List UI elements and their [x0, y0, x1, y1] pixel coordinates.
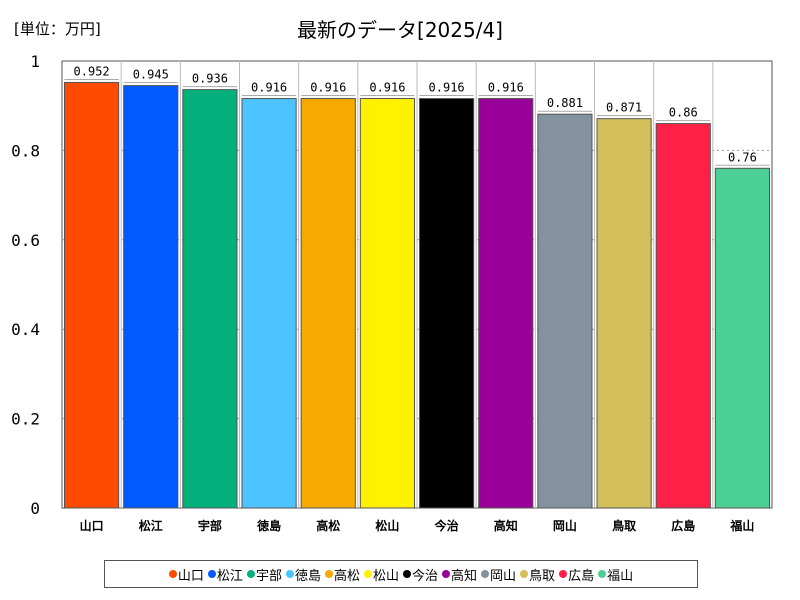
legend-swatch	[363, 570, 372, 578]
data-label: 0.916	[251, 81, 287, 95]
data-label: 0.86	[669, 106, 698, 120]
y-tick-label: 0.8	[11, 141, 40, 160]
unit-label: [単位：万円]	[14, 20, 101, 38]
legend-label: 福山	[607, 568, 634, 584]
legend-item: 岡山	[481, 565, 516, 584]
legend-item: 鳥取	[520, 565, 555, 584]
data-label: 0.881	[547, 96, 583, 110]
bars	[64, 81, 770, 509]
legend-item: 広島	[559, 565, 594, 584]
legend-swatch	[285, 570, 294, 578]
data-label: 0.952	[74, 64, 110, 78]
legend-item: 松山	[363, 565, 399, 584]
legend-swatch	[481, 570, 490, 578]
bar	[714, 167, 770, 509]
legend-swatch	[598, 570, 607, 578]
bar	[182, 89, 238, 509]
legend-item: 今治	[403, 565, 438, 584]
bar	[359, 98, 416, 509]
bar	[419, 98, 475, 509]
legend-item: 高知	[442, 565, 477, 584]
y-axis-ticks: 0 0.2 0.4 0.6 0.8 1	[11, 52, 40, 518]
legend-item: 高松	[324, 565, 360, 584]
legend-item: 福山	[598, 565, 633, 584]
bar	[655, 123, 711, 509]
legend-label: 鳥取	[529, 568, 556, 584]
bar	[596, 118, 652, 509]
x-tick-label: 松江	[139, 518, 163, 533]
value-labels: 0.952 0.945 0.936 0.916 0.916 0.916 0.916 0.916…	[64, 64, 770, 166]
legend-swatch	[520, 570, 529, 578]
data-label: 0.916	[310, 81, 346, 95]
legend-label: 徳島	[294, 568, 321, 584]
y-tick-label: 0.4	[11, 320, 40, 339]
x-tick-label: 鳥取	[612, 518, 636, 533]
grid-lines	[62, 61, 772, 508]
data-label: 0.916	[488, 81, 524, 95]
x-tick-label: 福山	[729, 518, 754, 533]
bar	[537, 113, 593, 509]
legend-label: 今治	[412, 568, 439, 584]
legend-swatch	[324, 570, 333, 578]
y-tick-label: 0	[30, 499, 40, 518]
legend-item: 宇部	[246, 565, 282, 584]
data-label: 0.871	[606, 101, 642, 115]
legend-swatch	[246, 570, 255, 578]
y-tick-label: 0.2	[11, 410, 40, 429]
legend-swatch	[207, 570, 216, 578]
x-tick-label: 山口	[80, 518, 104, 533]
legend-item: 山口	[168, 565, 204, 584]
legend-swatch	[559, 570, 568, 578]
data-label: 0.76	[728, 150, 757, 164]
data-label: 0.936	[192, 72, 228, 86]
data-label: 0.916	[369, 81, 405, 95]
y-tick-label: 0.6	[11, 231, 40, 250]
data-label: 0.916	[429, 81, 465, 95]
x-axis-ticks: 山口 松江 宇部 徳島 高松 松山 今治 高知 岡山 鳥取 広島 福山	[80, 518, 755, 533]
x-tick-label: 松山	[375, 518, 399, 533]
data-label: 0.945	[133, 68, 169, 82]
legend-swatch	[403, 570, 411, 578]
legend-label: 山口	[177, 568, 204, 584]
legend-swatch	[168, 570, 177, 578]
legend-label: 岡山	[490, 568, 517, 584]
y-tick-label: 1	[30, 52, 40, 71]
bar	[478, 98, 534, 509]
x-tick-label: 徳島	[256, 518, 281, 533]
x-tick-label: 高松	[316, 518, 340, 533]
legend-item: 徳島	[285, 565, 321, 584]
x-tick-label: 今治	[434, 518, 459, 533]
chart-title: 最新のデータ[2025/4]	[297, 18, 503, 42]
bar	[241, 98, 297, 509]
bar	[300, 98, 356, 509]
x-tick-label: 宇部	[198, 518, 222, 533]
legend-label: 松江	[216, 568, 243, 584]
bar	[123, 85, 179, 509]
legend-label: 宇部	[255, 568, 282, 584]
legend-label: 高知	[451, 568, 478, 584]
legend-label: 松山	[372, 568, 399, 584]
x-tick-label: 高知	[494, 518, 518, 533]
x-tick-label: 岡山	[553, 518, 577, 533]
legend-item: 松江	[207, 565, 243, 584]
legend: 山口 松江 宇部 徳島 高松 松山 今治 高知 岡山 鳥取 広島 福山	[104, 560, 698, 588]
legend-label: 高松	[333, 568, 360, 584]
bar	[64, 81, 120, 509]
x-tick-label: 広島	[671, 518, 695, 533]
legend-swatch	[442, 570, 451, 578]
legend-label: 広島	[568, 568, 595, 584]
